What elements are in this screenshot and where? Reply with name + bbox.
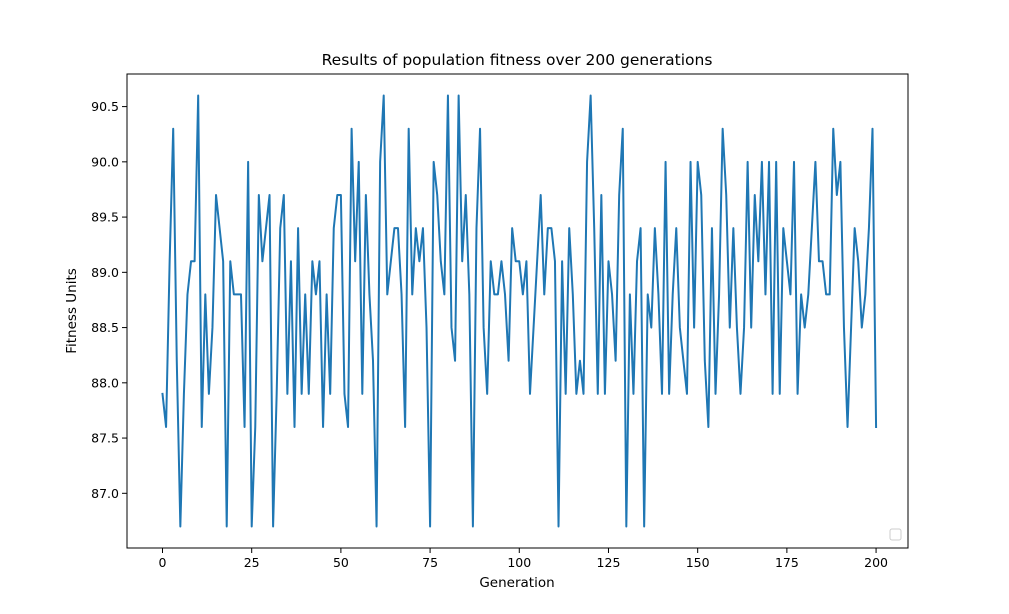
x-tick-label: 150 — [686, 555, 710, 570]
plot-area — [126, 73, 909, 549]
y-tick-label: 90.5 — [91, 99, 119, 114]
x-tick-label: 25 — [244, 555, 260, 570]
empty-legend-box — [889, 528, 902, 541]
y-axis: 87.0 87.5 88.0 88.5 89.0 89.5 90.0 90.5 — [91, 99, 127, 501]
y-tick-label: 88.5 — [91, 320, 119, 335]
y-tick-label: 90.0 — [91, 154, 119, 169]
x-tick-label: 50 — [333, 555, 349, 570]
x-tick-label: 100 — [507, 555, 531, 570]
x-tick-label: 0 — [159, 555, 167, 570]
axes-frame — [126, 73, 909, 549]
y-tick-label: 89.5 — [91, 210, 119, 225]
x-tick-label: 175 — [775, 555, 799, 570]
y-tick-label: 88.0 — [91, 375, 119, 390]
y-tick-label: 87.0 — [91, 486, 119, 501]
x-tick-label: 125 — [597, 555, 621, 570]
x-tick-label: 75 — [422, 555, 438, 570]
axes-background — [127, 74, 908, 548]
x-tick-label: 200 — [864, 555, 888, 570]
y-tick-label: 89.0 — [91, 265, 119, 280]
x-axis: 0 25 50 75 100 125 150 175 200 — [159, 548, 888, 570]
x-axis-label: Generation — [479, 575, 554, 591]
y-tick-label: 87.5 — [91, 431, 119, 446]
series-line — [161, 94, 878, 528]
chart-title: Results of population fitness over 200 g… — [322, 51, 713, 69]
y-axis-label: Fitness Units — [64, 268, 80, 354]
